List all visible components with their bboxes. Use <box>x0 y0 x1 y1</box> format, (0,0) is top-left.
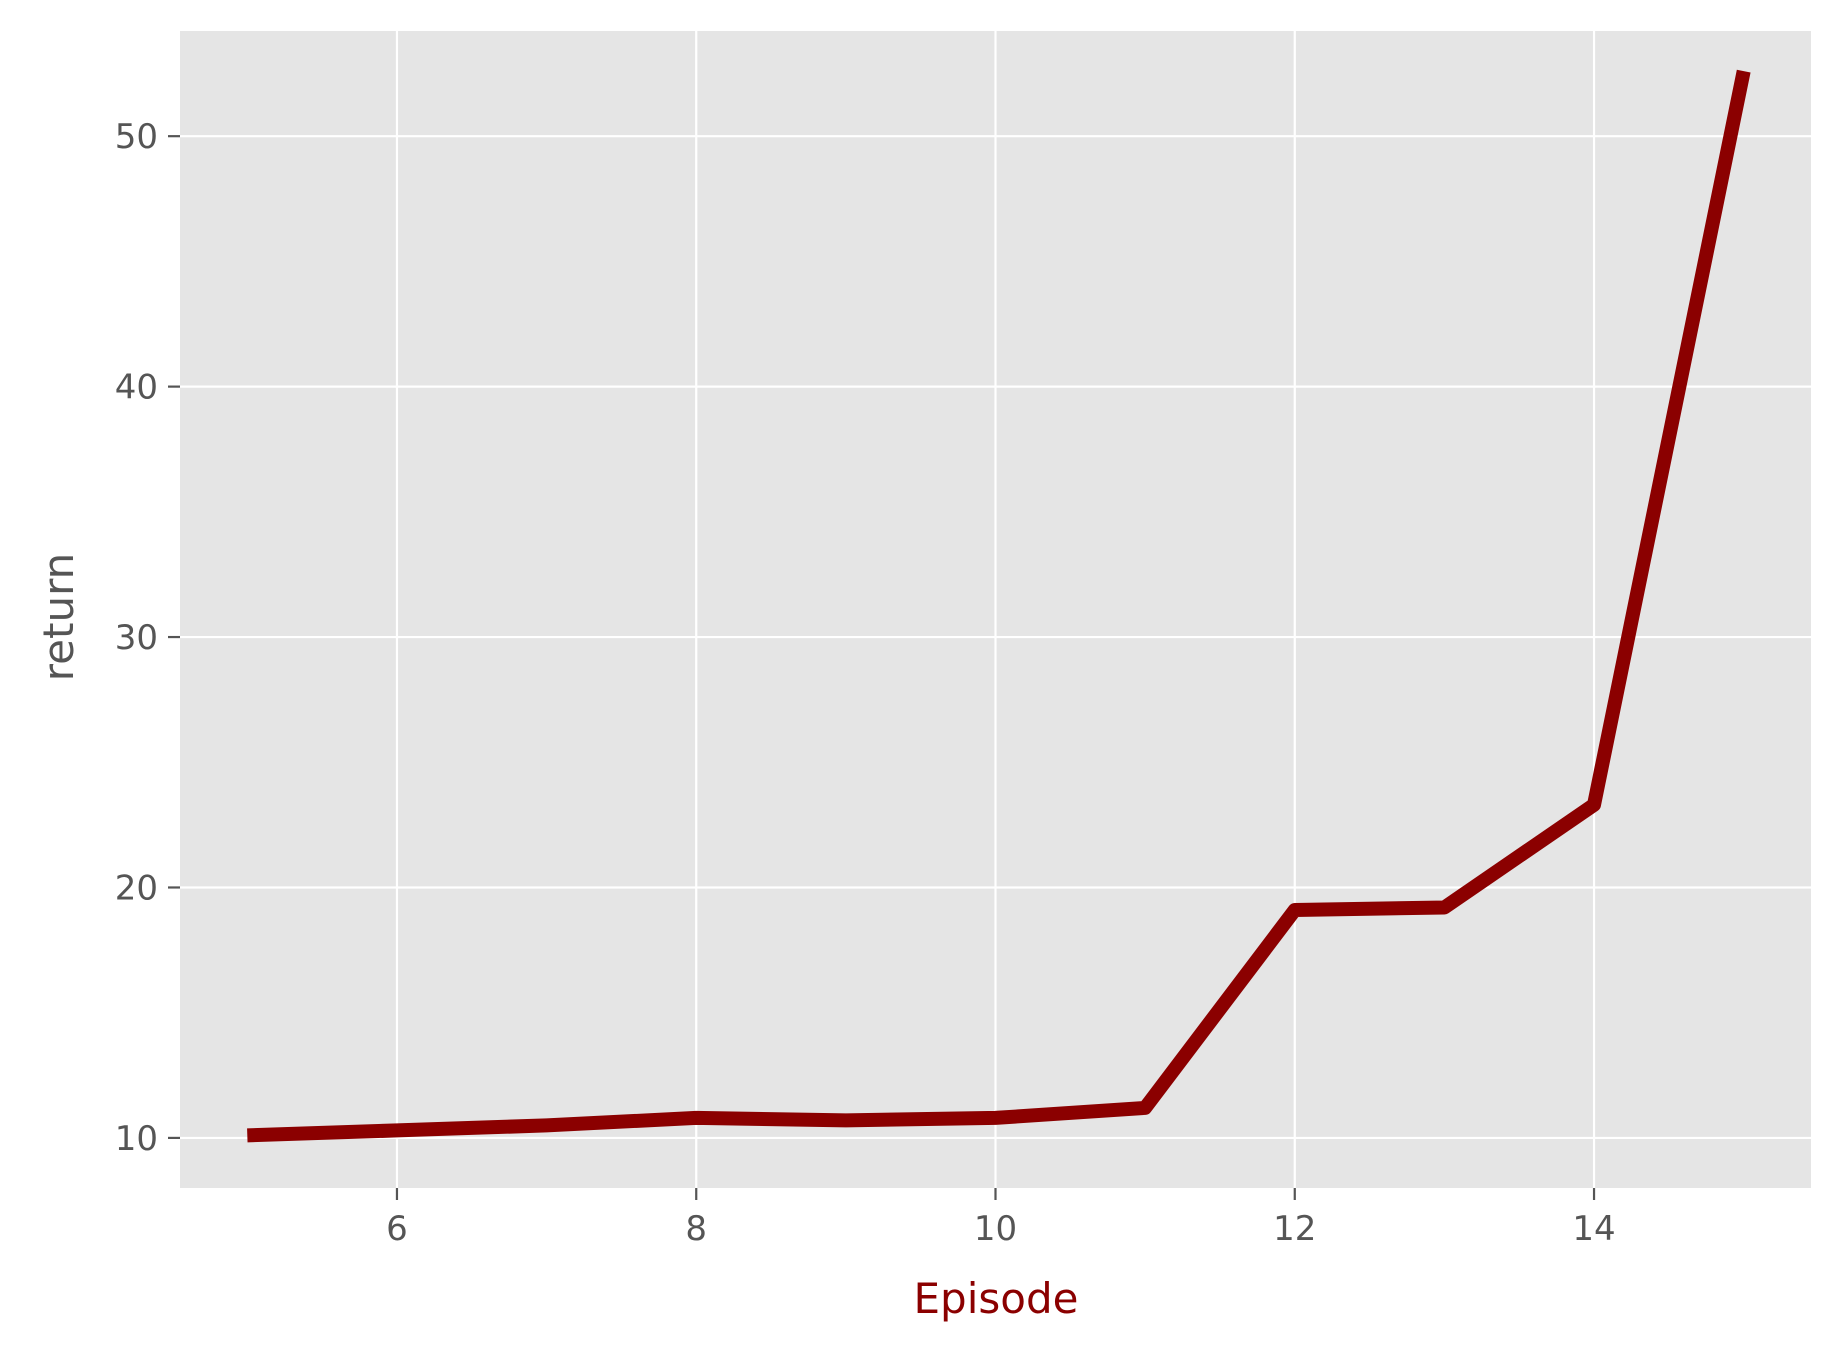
y-tick-label: 10 <box>115 1119 158 1159</box>
x-tick-label: 12 <box>1273 1209 1316 1249</box>
y-axis-label: return <box>34 553 83 681</box>
y-tick-label: 30 <box>115 618 158 658</box>
x-tick-label: 14 <box>1572 1209 1615 1249</box>
x-tick-label: 8 <box>685 1209 707 1249</box>
x-tick-label: 10 <box>974 1209 1017 1249</box>
tick-labels: 6 8 10 12 14 10 20 30 40 50 <box>115 117 1616 1249</box>
x-tick-label: 6 <box>386 1209 408 1249</box>
series-line <box>247 69 1751 1143</box>
tick-marks <box>168 135 1596 1200</box>
y-tick-label: 50 <box>115 117 158 157</box>
x-axis-label: Episode <box>914 1274 1079 1323</box>
y-tick-label: 20 <box>115 868 158 908</box>
y-tick-label: 40 <box>115 368 158 408</box>
grid-lines <box>180 31 1811 1188</box>
